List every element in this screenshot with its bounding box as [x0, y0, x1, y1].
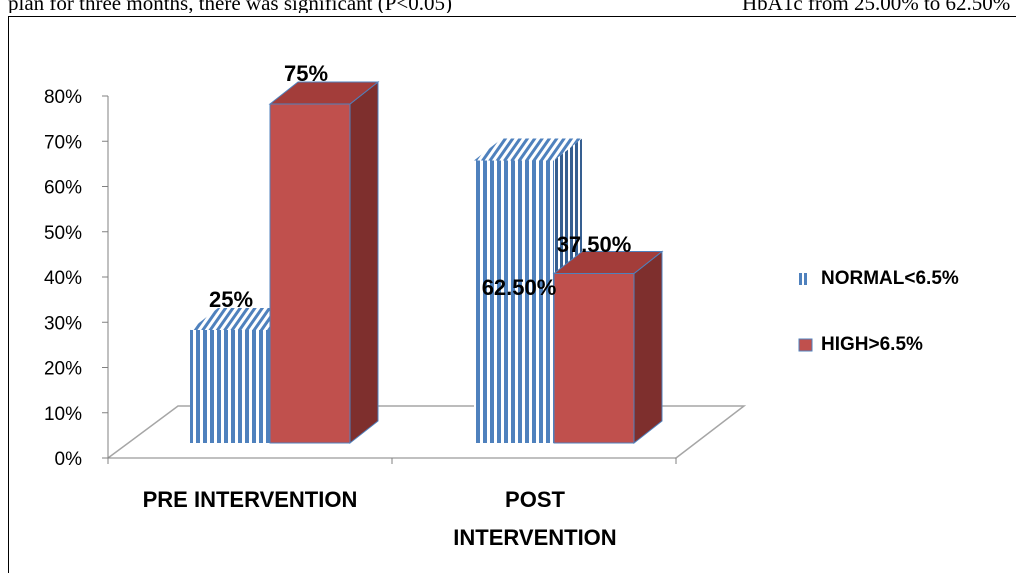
data-label: 75%	[284, 61, 328, 86]
y-tick-label: 40%	[44, 268, 82, 289]
y-tick-label: 50%	[44, 223, 82, 244]
category-label: INTERVENTION	[453, 525, 616, 550]
bar-high	[553, 273, 635, 444]
y-tick-label: 60%	[44, 178, 82, 199]
y-tick-label: 0%	[55, 449, 83, 470]
legend-swatch-normal	[799, 273, 802, 285]
bar-normal	[474, 160, 554, 443]
bar-high-side	[349, 80, 379, 445]
bar-normal	[190, 330, 270, 443]
page-text-fragment: plan for three months, there was signifi…	[0, 0, 1016, 13]
chart-frame	[8, 16, 1016, 573]
bar-normal-top	[474, 138, 582, 161]
y-tick-label: 30%	[44, 313, 82, 334]
chart-legend: NORMAL<6.5% HIGH>6.5%	[798, 268, 959, 355]
category-label: PRE INTERVENTION	[143, 487, 358, 512]
y-tick-label: 80%	[44, 87, 82, 108]
y-tick-label: 70%	[44, 132, 82, 153]
y-tick-label: 20%	[44, 359, 82, 380]
chart-labels: PRE INTERVENTION POST INTERVENTION 25% 62.50…	[143, 61, 632, 550]
bar-high	[269, 103, 351, 444]
legend-label: HIGH>6.5%	[821, 334, 923, 355]
floor-outline	[107, 405, 747, 459]
chart-axes: 0% 10% 20% 30% 40% 50% 60% 70% 80%	[44, 87, 747, 470]
data-label: 37.50%	[557, 232, 632, 257]
data-label: 62.50%	[482, 275, 557, 300]
legend-swatch-high	[798, 338, 813, 352]
legend-swatch-normal	[804, 273, 807, 285]
legend-label: NORMAL<6.5%	[821, 268, 959, 289]
bar-high-side	[633, 250, 663, 445]
category-label: POST	[505, 487, 565, 512]
y-tick-label: 10%	[44, 404, 82, 425]
data-label: 25%	[209, 287, 253, 312]
page-text-left: plan for three months, there was signifi…	[8, 0, 452, 13]
page-text-right: HbA1c from 25.00% to 62.50%	[742, 0, 1011, 13]
chart-bars	[190, 80, 664, 445]
